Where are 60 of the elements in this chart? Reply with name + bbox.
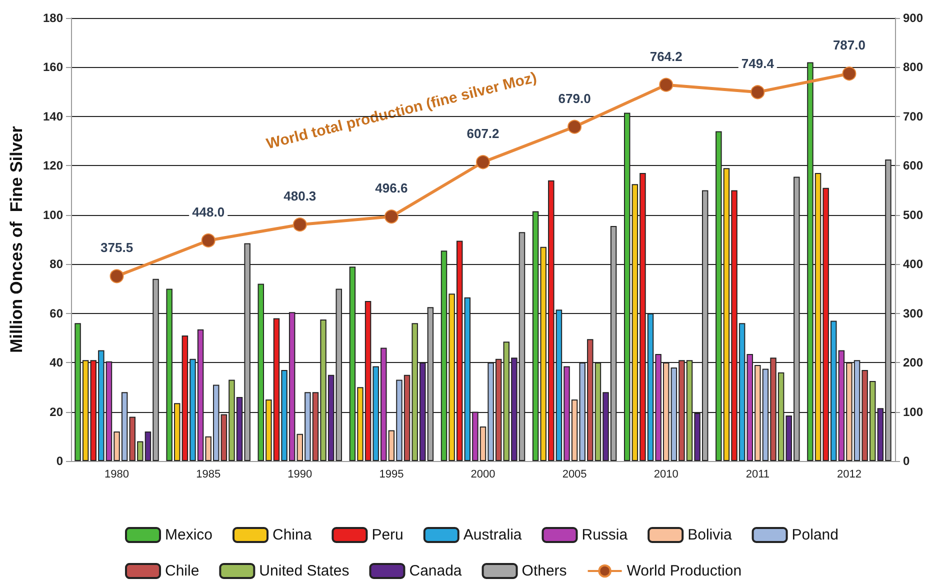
x-tick-label: 2012 [836,468,862,480]
point [110,269,124,284]
point [384,210,398,224]
legend-label: Poland [792,526,839,544]
data-label: 764.2 [650,48,682,64]
y-tick-label: 80 [50,257,64,272]
y2-tick-label: 900 [903,11,924,25]
x-tick-label: 1995 [379,468,404,480]
data-label: 787.0 [832,38,866,53]
y2-tick-label: 500 [903,208,924,222]
y-tick-label: 0 [56,454,64,468]
data-label: 480.3 [284,188,316,204]
legend-label: Chile [165,562,200,580]
data-label: 448.0 [192,204,225,220]
x-tick-label: 1980 [104,468,130,480]
x-tick-label: 1985 [196,468,221,480]
y-tick-label: 40 [50,356,64,370]
point [659,78,674,92]
point [292,218,307,232]
y2-tick-label: 400 [903,257,924,272]
y2-tick-label: 100 [903,404,924,419]
y2-tick-label: 200 [903,356,924,370]
y-tick-label: 100 [42,208,64,222]
point [476,155,490,170]
x-tick-label: 2010 [654,468,678,480]
data-label: 496.6 [375,180,408,196]
legend-label: Australia [463,526,522,544]
x-tick-label: 1990 [288,468,312,480]
x-tick-label: 2000 [470,468,496,480]
point [842,66,856,81]
y-tick-label: 140 [42,109,64,124]
point [568,120,582,134]
y-axis-title: Million Onces of Fine Silver [7,126,26,353]
data-label: 607.2 [466,126,500,142]
legend-label: Others [522,562,567,580]
point [201,233,216,248]
y2-tick-label: 800 [903,60,924,74]
y2-tick-label: 700 [903,109,924,124]
legend-label: Canada [409,562,462,580]
y-tick-label: 60 [50,306,64,320]
legend-label: Bolivia [688,526,732,544]
data-label: 679.0 [558,90,591,106]
legend-label: United States [259,562,350,580]
legend-label: Mexico [165,526,213,544]
y-tick-label: 20 [50,404,64,419]
y2-tick-label: 300 [903,306,924,320]
x-tick-label: 2011 [746,468,770,480]
y2-tick-label: 600 [903,158,924,173]
data-label: 749.4 [741,56,775,72]
point [750,85,765,100]
y-tick-label: 180 [42,11,64,25]
x-tick-label: 2005 [562,468,587,480]
legend-label: World Production [626,562,742,580]
y2-tick-label: 0 [903,454,910,468]
legend-label: Russia [582,526,628,544]
y-tick-label: 160 [42,60,64,74]
data-label: 375.5 [100,240,134,256]
y-tick-label: 120 [42,158,64,173]
legend-label: Peru [372,526,404,544]
legend-label: China [272,526,312,544]
